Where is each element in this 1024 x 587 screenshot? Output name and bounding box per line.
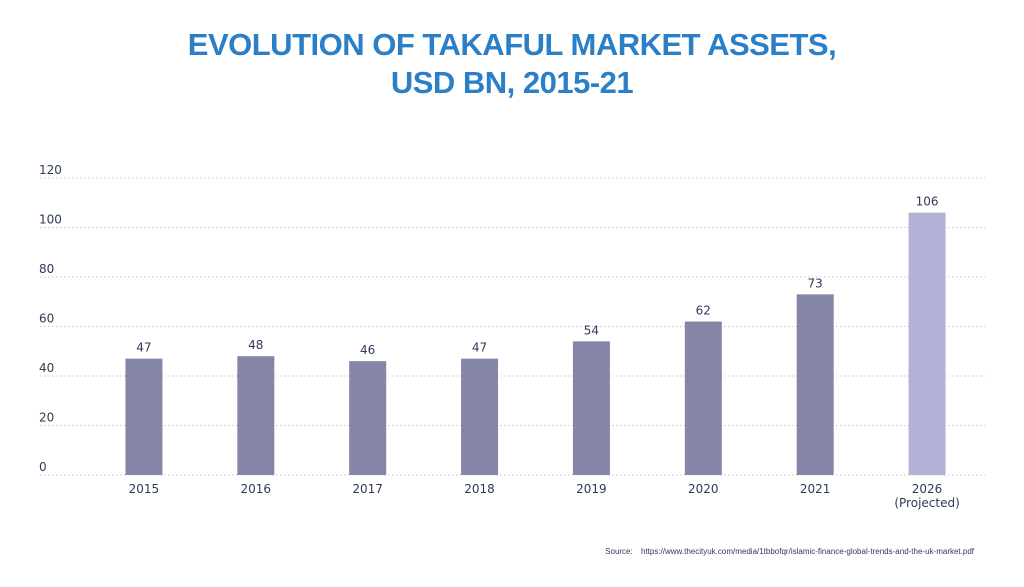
x-tick-label: 2018 [464, 482, 495, 496]
y-tick-label: 80 [39, 262, 54, 276]
bar [908, 212, 946, 475]
y-tick-label: 120 [39, 163, 62, 177]
data-label: 47 [472, 341, 487, 355]
source-url[interactable]: https://www.thecityuk.com/media/1tbbofqr… [640, 547, 974, 556]
data-label: 62 [696, 304, 711, 318]
chart-title: EVOLUTION OF TAKAFUL MARKET ASSETS, USD … [0, 26, 1024, 102]
y-tick-label: 40 [39, 361, 54, 375]
y-tick-label: 0 [39, 460, 47, 474]
bar [796, 294, 834, 475]
bar [572, 341, 610, 475]
x-tick-label: 2019 [576, 482, 607, 496]
x-tick-label: 2020 [688, 482, 719, 496]
x-tick-label: 2021 [800, 482, 831, 496]
data-label: 46 [360, 343, 375, 357]
x-tick-label: 2017 [352, 482, 383, 496]
chart-title-line-1: EVOLUTION OF TAKAFUL MARKET ASSETS, [187, 27, 837, 62]
bar [349, 361, 387, 475]
x-tick-label: (Projected) [894, 496, 959, 510]
chart-title-line-2: USD BN, 2015-21 [390, 65, 634, 100]
bar [237, 356, 275, 475]
bar [684, 321, 722, 475]
bar [125, 358, 163, 475]
data-label: 73 [808, 276, 823, 290]
bar [461, 358, 499, 475]
y-tick-label: 20 [39, 411, 54, 425]
x-tick-label: 2016 [241, 482, 272, 496]
data-label: 54 [584, 323, 599, 337]
data-label: 47 [136, 341, 151, 355]
source-label: Source: [605, 547, 633, 556]
y-tick-label: 100 [39, 213, 62, 227]
data-label: 106 [916, 195, 939, 209]
x-tick-label: 2026 [912, 482, 943, 496]
y-tick-label: 60 [39, 312, 54, 326]
source-note: Source: https://www.thecityuk.com/media/… [605, 547, 974, 556]
x-tick-label: 2015 [129, 482, 160, 496]
data-label: 48 [248, 338, 263, 352]
